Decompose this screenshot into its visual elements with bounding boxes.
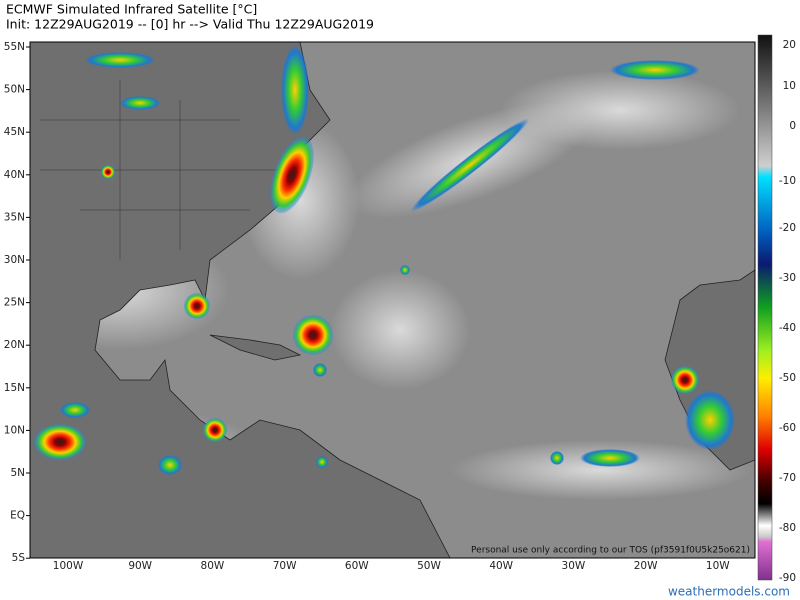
lon-label: 50W xyxy=(417,560,441,572)
lat-label: 25N xyxy=(4,297,25,309)
hurricane xyxy=(293,315,333,355)
lat-label: 40N xyxy=(4,169,25,181)
lat-label: 30N xyxy=(4,254,25,266)
colorbar-label: -10 xyxy=(779,175,796,187)
colorbar xyxy=(757,34,773,581)
lon-label: 20W xyxy=(634,560,658,572)
colorbar-labels: 20 10 0 -10 -20 -30 -40 -50 -60 -70 -80 -90 xyxy=(779,39,796,584)
lon-label: 80W xyxy=(201,560,225,572)
map-subtitle: Init: 12Z29AUG2019 -- [0] hr --> Valid T… xyxy=(6,17,374,32)
map-title: ECMWF Simulated Infrared Satellite [°C] xyxy=(6,2,257,17)
lat-labels: 55N 50N 45N 40N 35N 30N 25N 20N 15N 10N 5N EQ 5S xyxy=(4,41,30,564)
lon-label: 100W xyxy=(53,560,84,572)
colorbar-label: 10 xyxy=(783,80,796,92)
lat-label: 50N xyxy=(4,84,25,96)
tos-notice: Personal use only according to our TOS (… xyxy=(471,546,750,556)
colorbar-label: -50 xyxy=(779,372,796,384)
map-area: Personal use only according to our TOS (… xyxy=(30,42,755,558)
lon-label: 70W xyxy=(273,560,297,572)
map-frame xyxy=(29,41,756,559)
site-credit: weathermodels.com xyxy=(668,585,790,599)
lon-label: 30W xyxy=(562,560,586,572)
lon-label: 60W xyxy=(345,560,369,572)
colorbar-label: -30 xyxy=(779,272,796,284)
colorbar-label: -20 xyxy=(779,222,796,234)
colorbar-label: -70 xyxy=(779,472,796,484)
lat-label: 10N xyxy=(4,424,25,436)
colorbar-label: 0 xyxy=(789,120,796,132)
borders xyxy=(40,80,280,260)
colorbar-label: -40 xyxy=(779,322,796,334)
lat-label: EQ xyxy=(10,510,25,522)
lat-label: 20N xyxy=(4,339,25,351)
convection xyxy=(34,45,735,475)
colorbar-label: -90 xyxy=(779,572,796,584)
lon-label: 40W xyxy=(489,560,513,572)
lat-label: 55N xyxy=(4,41,25,53)
lat-label: 5N xyxy=(10,467,25,479)
colorbar-label: -60 xyxy=(779,422,796,434)
colorbar-label: -80 xyxy=(779,522,796,534)
lon-labels: 100W 90W 80W 70W 60W 50W 40W 30W 20W 10W xyxy=(53,560,731,572)
lat-label: 5S xyxy=(12,552,26,564)
colorbar-label: 20 xyxy=(783,39,796,51)
lon-label: 90W xyxy=(128,560,152,572)
lon-label: 10W xyxy=(706,560,730,572)
lat-label: 35N xyxy=(4,211,25,223)
lat-label: 15N xyxy=(4,382,25,394)
lat-label: 45N xyxy=(4,126,25,138)
